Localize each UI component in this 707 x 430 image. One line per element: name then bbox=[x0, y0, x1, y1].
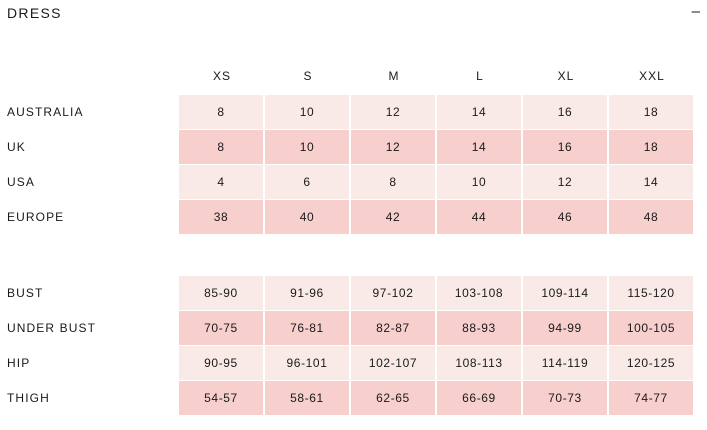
row-label: UK bbox=[7, 140, 26, 154]
row-label: EUROPE bbox=[7, 210, 65, 224]
table-cell: 18 bbox=[609, 130, 693, 164]
table-cell: 14 bbox=[609, 165, 693, 199]
table-cell: 82-87 bbox=[351, 311, 435, 345]
row-label: HIP bbox=[7, 356, 31, 370]
table-cell: 58-61 bbox=[265, 381, 349, 415]
table-cell: 90-95 bbox=[179, 346, 263, 380]
table-cell: 48 bbox=[609, 200, 693, 234]
table-cell: 6 bbox=[265, 165, 349, 199]
table-cell: 42 bbox=[351, 200, 435, 234]
table-cell: 70-73 bbox=[523, 381, 607, 415]
table-cell: 88-93 bbox=[437, 311, 521, 345]
table-cell: 115-120 bbox=[609, 276, 693, 310]
table-cell: 10 bbox=[265, 130, 349, 164]
table-cell: 70-75 bbox=[179, 311, 263, 345]
section-title: DRESS bbox=[7, 5, 62, 21]
table-cell: 54-57 bbox=[179, 381, 263, 415]
table-cell: 8 bbox=[179, 130, 263, 164]
table-cell: 96-101 bbox=[265, 346, 349, 380]
size-header-xl: XL bbox=[557, 69, 575, 83]
table-cell: 120-125 bbox=[609, 346, 693, 380]
row-label: BUST bbox=[7, 286, 44, 300]
table-cell: 46 bbox=[523, 200, 607, 234]
table-cell: 91-96 bbox=[265, 276, 349, 310]
row-label: USA bbox=[7, 175, 35, 189]
table-cell: 12 bbox=[351, 95, 435, 129]
size-column-headers: XS S M L XL XXL bbox=[179, 66, 695, 86]
size-header-s: S bbox=[303, 69, 313, 83]
table-cell: 62-65 bbox=[351, 381, 435, 415]
row-label: THIGH bbox=[7, 391, 50, 405]
table-cell: 4 bbox=[179, 165, 263, 199]
size-guide-header: DRESS – bbox=[7, 3, 700, 24]
table-cell: 40 bbox=[265, 200, 349, 234]
table-cell: 114-119 bbox=[523, 346, 607, 380]
size-header-l: L bbox=[476, 69, 484, 83]
table-cell: 18 bbox=[609, 95, 693, 129]
table-cell: 8 bbox=[179, 95, 263, 129]
table-cell: 10 bbox=[265, 95, 349, 129]
table-cell: 76-81 bbox=[265, 311, 349, 345]
table-cell: 102-107 bbox=[351, 346, 435, 380]
table-cell: 44 bbox=[437, 200, 521, 234]
row-label: AUSTRALIA bbox=[7, 105, 84, 119]
table-cell: 12 bbox=[351, 130, 435, 164]
table-cell: 14 bbox=[437, 130, 521, 164]
table-cell: 103-108 bbox=[437, 276, 521, 310]
table-cell: 14 bbox=[437, 95, 521, 129]
table-cell: 74-77 bbox=[609, 381, 693, 415]
size-header-xs: XS bbox=[212, 69, 231, 83]
table-cell: 10 bbox=[437, 165, 521, 199]
table-cell: 94-99 bbox=[523, 311, 607, 345]
table-cell: 66-69 bbox=[437, 381, 521, 415]
table-cell: 100-105 bbox=[609, 311, 693, 345]
row-label: UNDER BUST bbox=[7, 321, 97, 335]
table-cell: 16 bbox=[523, 130, 607, 164]
table-cell: 38 bbox=[179, 200, 263, 234]
size-header-xxl: XXL bbox=[639, 69, 665, 83]
table-cell: 8 bbox=[351, 165, 435, 199]
table-cell: 109-114 bbox=[523, 276, 607, 310]
size-header-m: M bbox=[388, 69, 400, 83]
collapse-icon[interactable]: – bbox=[691, 3, 700, 20]
table-cell: 16 bbox=[523, 95, 607, 129]
table-cell: 108-113 bbox=[437, 346, 521, 380]
table-cell: 85-90 bbox=[179, 276, 263, 310]
table-cell: 97-102 bbox=[351, 276, 435, 310]
table-cell: 12 bbox=[523, 165, 607, 199]
